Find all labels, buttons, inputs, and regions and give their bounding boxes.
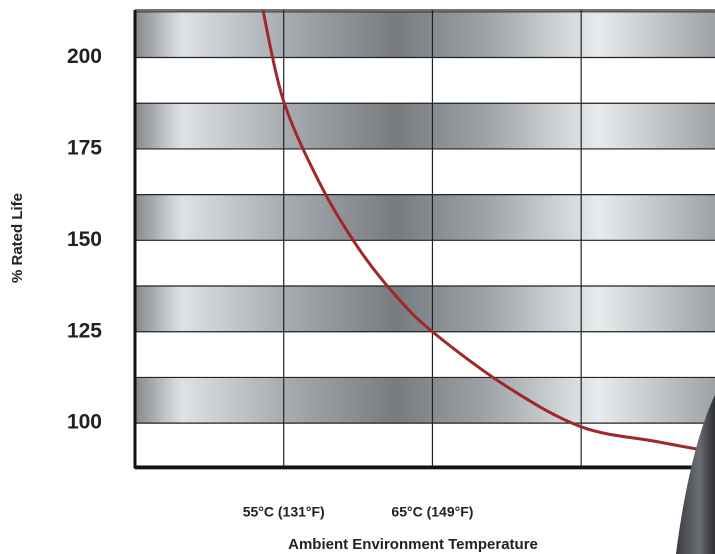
y-axis-title: % Rated Life (9, 193, 26, 283)
grid (135, 9, 715, 470)
y-tick-label: 150 (67, 228, 102, 251)
x-axis-title: Ambient Environment Temperature (288, 536, 538, 553)
data-line (261, 10, 715, 454)
metal-band (135, 11, 715, 58)
plot: 100 125 150 175 200 55°C (131°F) 65°C (149°F) (67, 10, 715, 520)
y-tick-label: 100 (67, 411, 102, 434)
y-tick-label: 175 (67, 136, 102, 159)
metal-band (135, 103, 715, 149)
x-tick-label: 55°C (131°F) (243, 504, 325, 520)
metal-band (135, 194, 715, 241)
metal-band (135, 377, 715, 424)
y-tick-label: 125 (67, 319, 102, 342)
x-tick-label: 65°C (149°F) (391, 504, 473, 520)
decorative-shape (676, 395, 715, 554)
metal-bands (135, 11, 715, 424)
y-tick-label: 200 (67, 45, 102, 68)
